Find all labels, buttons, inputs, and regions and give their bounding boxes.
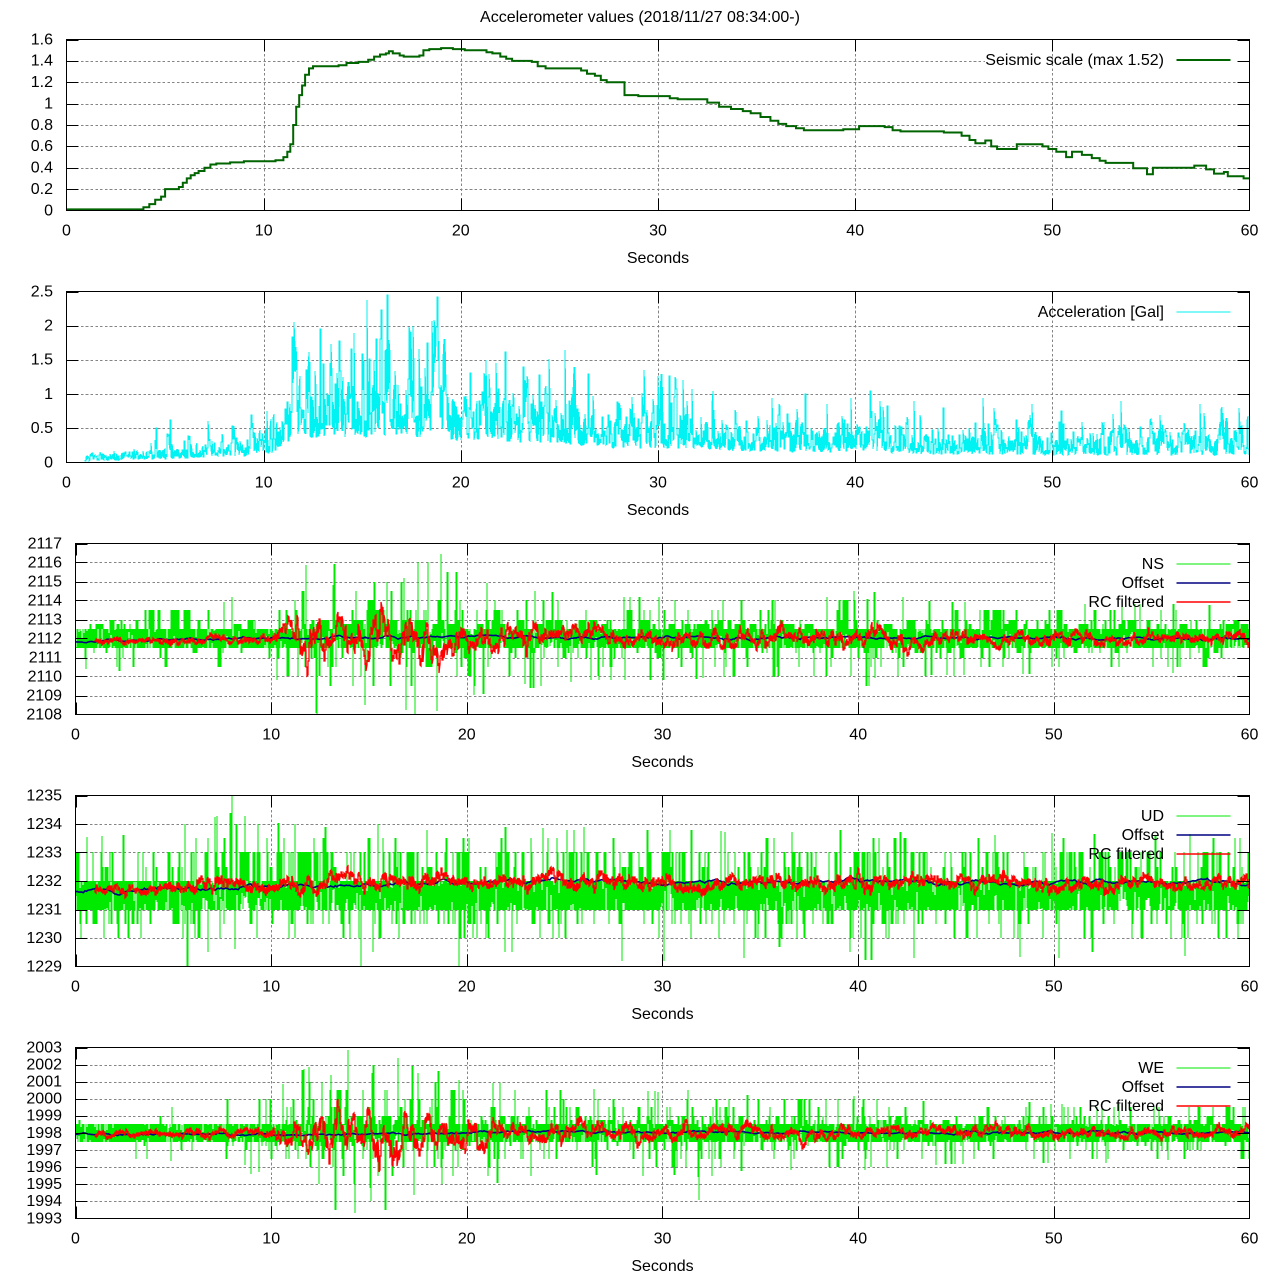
svg-text:1: 1	[44, 95, 53, 112]
svg-text:RC filtered: RC filtered	[1088, 594, 1164, 611]
svg-text:1995: 1995	[26, 1176, 62, 1193]
svg-text:Accelerometer values (2018/11/: Accelerometer values (2018/11/27 08:34:0…	[480, 9, 800, 26]
svg-text:1230: 1230	[26, 930, 62, 947]
svg-text:40: 40	[846, 223, 864, 240]
svg-text:20: 20	[452, 223, 470, 240]
svg-text:60: 60	[1241, 475, 1259, 492]
svg-text:1234: 1234	[26, 816, 62, 833]
svg-text:RC filtered: RC filtered	[1088, 1098, 1164, 1115]
svg-text:0.6: 0.6	[31, 138, 53, 155]
svg-text:0.4: 0.4	[31, 160, 53, 177]
svg-text:2110: 2110	[28, 668, 63, 685]
svg-text:0: 0	[44, 202, 53, 219]
svg-text:30: 30	[654, 979, 672, 996]
svg-text:1232: 1232	[26, 873, 62, 890]
svg-text:2108: 2108	[26, 706, 62, 723]
svg-text:2111: 2111	[29, 649, 62, 666]
svg-text:20: 20	[452, 475, 470, 492]
svg-text:2109: 2109	[26, 687, 62, 704]
svg-text:60: 60	[1241, 727, 1259, 744]
svg-text:1231: 1231	[26, 901, 62, 918]
svg-text:30: 30	[654, 1231, 672, 1248]
svg-text:60: 60	[1241, 979, 1259, 996]
svg-text:2117: 2117	[28, 535, 63, 552]
svg-text:1.5: 1.5	[31, 352, 53, 369]
svg-text:40: 40	[846, 475, 864, 492]
svg-text:1229: 1229	[26, 958, 62, 975]
svg-text:Seconds: Seconds	[627, 502, 689, 519]
svg-text:50: 50	[1043, 475, 1061, 492]
svg-text:40: 40	[849, 727, 867, 744]
svg-text:50: 50	[1045, 727, 1063, 744]
svg-text:0: 0	[62, 223, 71, 240]
svg-text:20: 20	[458, 727, 476, 744]
svg-text:1993: 1993	[26, 1210, 62, 1227]
svg-text:50: 50	[1043, 223, 1061, 240]
svg-text:2112: 2112	[28, 630, 63, 647]
svg-text:1235: 1235	[26, 787, 62, 804]
svg-text:0.8: 0.8	[31, 117, 53, 134]
svg-text:0: 0	[71, 727, 80, 744]
svg-text:0.5: 0.5	[31, 420, 53, 437]
svg-text:10: 10	[262, 979, 280, 996]
svg-text:1.2: 1.2	[31, 74, 53, 91]
svg-text:0.2: 0.2	[31, 181, 53, 198]
svg-text:1233: 1233	[26, 844, 62, 861]
svg-text:2001: 2001	[26, 1074, 62, 1091]
svg-text:10: 10	[255, 475, 273, 492]
svg-text:2116: 2116	[28, 554, 63, 571]
svg-text:10: 10	[255, 223, 273, 240]
svg-text:1: 1	[44, 386, 53, 403]
svg-text:Seconds: Seconds	[631, 1258, 693, 1275]
svg-text:1.6: 1.6	[31, 31, 53, 48]
svg-text:2113: 2113	[28, 611, 63, 628]
svg-text:20: 20	[458, 1231, 476, 1248]
svg-text:Seconds: Seconds	[627, 250, 689, 267]
svg-text:2114: 2114	[28, 592, 63, 609]
svg-text:40: 40	[849, 1231, 867, 1248]
svg-text:RC filtered: RC filtered	[1088, 846, 1164, 863]
svg-text:30: 30	[649, 223, 667, 240]
svg-text:1.4: 1.4	[31, 53, 53, 70]
svg-text:Offset: Offset	[1122, 1079, 1165, 1096]
svg-text:Offset: Offset	[1122, 827, 1165, 844]
svg-text:1994: 1994	[26, 1193, 62, 1210]
svg-text:Seismic scale (max 1.52): Seismic scale (max 1.52)	[985, 52, 1164, 69]
svg-text:2002: 2002	[26, 1056, 62, 1073]
svg-text:2000: 2000	[26, 1091, 62, 1108]
svg-text:1997: 1997	[26, 1142, 62, 1159]
svg-text:UD: UD	[1141, 808, 1164, 825]
svg-text:2115: 2115	[28, 573, 63, 590]
svg-text:Acceleration [Gal]: Acceleration [Gal]	[1038, 304, 1164, 321]
svg-text:Offset: Offset	[1122, 575, 1165, 592]
svg-text:60: 60	[1241, 223, 1259, 240]
svg-text:0: 0	[71, 1231, 80, 1248]
svg-text:Seconds: Seconds	[631, 1006, 693, 1023]
svg-text:10: 10	[262, 727, 280, 744]
svg-text:1998: 1998	[26, 1125, 62, 1142]
svg-text:1999: 1999	[26, 1108, 62, 1125]
svg-text:0: 0	[44, 454, 53, 471]
svg-text:2003: 2003	[26, 1039, 62, 1056]
svg-text:Seconds: Seconds	[631, 754, 693, 771]
svg-text:30: 30	[649, 475, 667, 492]
svg-text:20: 20	[458, 979, 476, 996]
svg-text:WE: WE	[1138, 1060, 1164, 1077]
svg-text:10: 10	[262, 1231, 280, 1248]
svg-text:50: 50	[1045, 979, 1063, 996]
svg-text:2.5: 2.5	[31, 283, 53, 300]
svg-text:60: 60	[1241, 1231, 1259, 1248]
svg-text:2: 2	[44, 318, 53, 335]
svg-text:0: 0	[71, 979, 80, 996]
svg-text:1996: 1996	[26, 1159, 62, 1176]
svg-text:30: 30	[654, 727, 672, 744]
svg-text:0: 0	[62, 475, 71, 492]
svg-text:NS: NS	[1142, 556, 1164, 573]
svg-text:50: 50	[1045, 1231, 1063, 1248]
svg-text:40: 40	[849, 979, 867, 996]
